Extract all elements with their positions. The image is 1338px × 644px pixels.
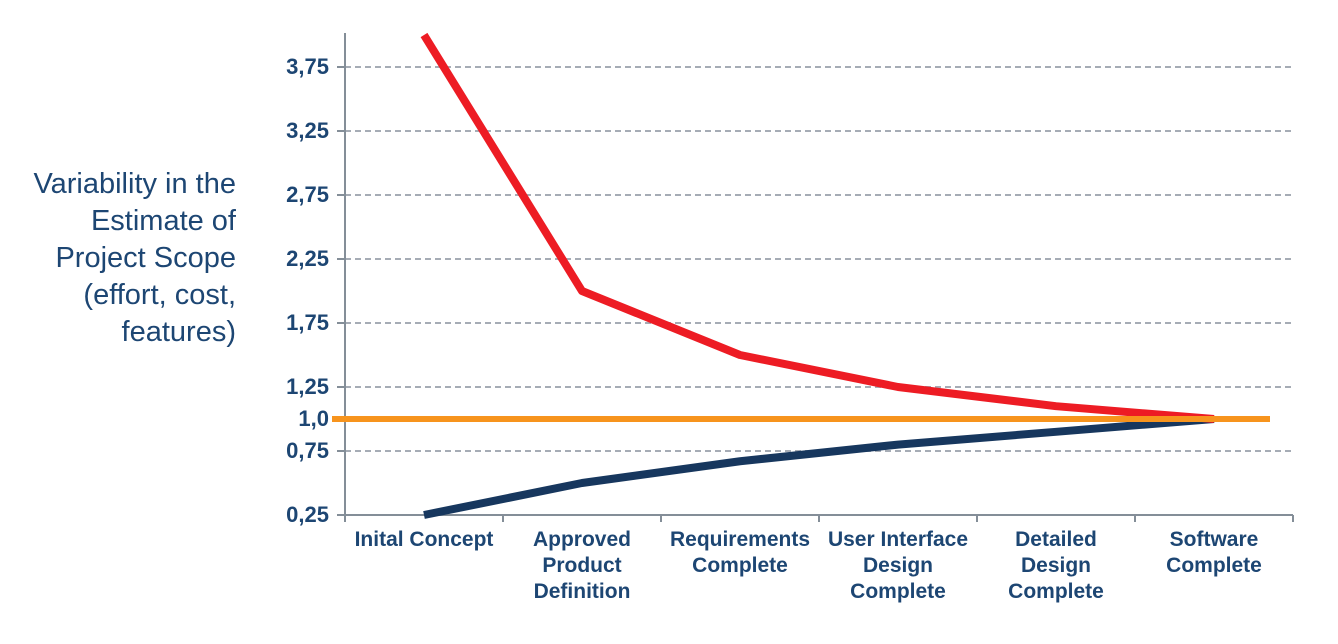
- x-category-label: Detailed Design Complete: [1008, 528, 1104, 603]
- y-tick-label: 2,25: [286, 246, 329, 271]
- x-axis-labels: Inital Concept Approved Product Definitio…: [345, 527, 1293, 637]
- x-category-label: Inital Concept: [354, 528, 494, 551]
- y-tick-label: 1,25: [286, 374, 329, 399]
- y-tick-label: 1,75: [286, 310, 329, 335]
- series-upper-estimate: [420, 32, 1215, 423]
- y-tick-label: 2,75: [286, 182, 329, 207]
- x-category-label: Requirements Complete: [669, 528, 811, 577]
- series-lower-estimate: [423, 415, 1215, 519]
- x-category-label: Approved Product Definition: [532, 528, 631, 603]
- y-axis-title: Variability in the Estimate of Project S…: [33, 168, 236, 348]
- y-tick-label: 0,25: [286, 502, 329, 527]
- y-axis-labels: 3,75 3,25 2,75 2,25 1,75 1,25 1,0 0,75 0,25: [0, 0, 329, 644]
- y-tick-label: 3,75: [286, 54, 329, 79]
- x-category-label: Software Complete: [1166, 528, 1262, 577]
- y-tick-label: 3,25: [286, 118, 329, 143]
- y-tick-label: 1,0: [298, 406, 329, 431]
- x-category-label: User Interface Design Complete: [827, 528, 969, 603]
- y-tick-label: 0,75: [286, 438, 329, 463]
